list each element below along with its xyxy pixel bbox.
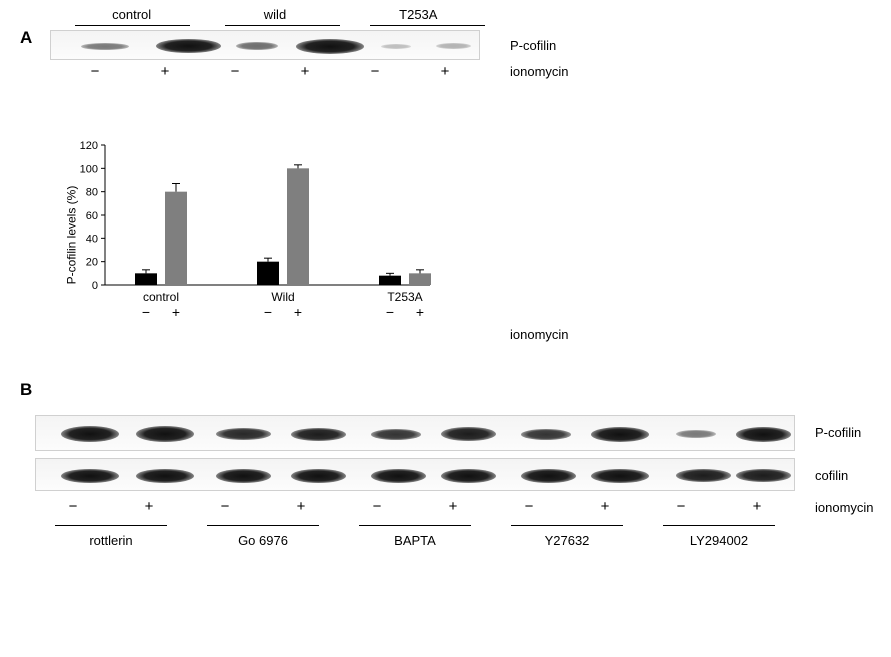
pm: + <box>263 498 339 515</box>
pm: − <box>187 498 263 515</box>
chart-svg: 020406080100120control−+Wild−+T253A−+ <box>70 140 435 330</box>
panel-b-blot-1 <box>35 415 795 451</box>
group-control: control <box>72 7 192 22</box>
svg-text:Wild: Wild <box>271 290 294 304</box>
panel-b-treatment-label: ionomycin <box>815 500 874 515</box>
svg-text:+: + <box>172 304 180 320</box>
pm: + <box>719 498 795 515</box>
svg-text:20: 20 <box>86 257 98 269</box>
svg-text:100: 100 <box>80 163 98 175</box>
panel-b-row1-label: P-cofilin <box>815 425 861 440</box>
panel-b-blot-2 <box>35 458 795 491</box>
panel-a-label: A <box>20 28 32 48</box>
pm: − <box>491 498 567 515</box>
group-y27632: Y27632 <box>545 533 590 548</box>
pm: + <box>410 63 480 80</box>
panel-b-label: B <box>20 380 32 400</box>
pm: − <box>339 498 415 515</box>
svg-text:+: + <box>416 304 424 320</box>
panel-a-chart: P-cofilin levels (%) 020406080100120cont… <box>70 140 435 330</box>
svg-text:−: − <box>386 304 394 320</box>
svg-text:0: 0 <box>92 280 98 292</box>
pm: + <box>415 498 491 515</box>
svg-text:T253A: T253A <box>387 290 422 304</box>
group-line-2 <box>225 25 340 26</box>
pm: + <box>130 63 200 80</box>
group-line-1 <box>75 25 190 26</box>
group-rottlerin: rottlerin <box>89 533 132 548</box>
panel-b-pm-row: − + − + − + − + − + <box>35 498 795 515</box>
svg-text:+: + <box>294 304 302 320</box>
svg-text:control: control <box>143 290 179 304</box>
panel-b-area: − + − + − + − + − + rottlerin Go 6976 BA… <box>35 415 805 491</box>
pm: − <box>60 63 130 80</box>
svg-text:80: 80 <box>86 187 98 199</box>
pm: − <box>35 498 111 515</box>
pm: − <box>340 63 410 80</box>
panel-a-blot-area: control wild T253A − + − + − + <box>50 30 500 60</box>
chart-treatment-label: ionomycin <box>510 327 569 342</box>
pm: − <box>643 498 719 515</box>
svg-text:120: 120 <box>80 140 98 152</box>
svg-text:−: − <box>264 304 272 320</box>
panel-a-blot <box>50 30 480 60</box>
chart-y-title: P-cofilin levels (%) <box>64 186 78 285</box>
group-wild: wild <box>215 7 335 22</box>
panel-a-row-label: P-cofilin <box>510 38 556 53</box>
svg-text:−: − <box>142 304 150 320</box>
panel-a-group-labels: control wild T253A <box>60 7 490 22</box>
pm: + <box>567 498 643 515</box>
group-line-3 <box>370 25 485 26</box>
pm: + <box>111 498 187 515</box>
group-bapta: BAPTA <box>394 533 436 548</box>
svg-text:60: 60 <box>86 210 98 222</box>
pm: − <box>200 63 270 80</box>
panel-a-pm-row: − + − + − + <box>60 63 490 80</box>
panel-b-row2-label: cofilin <box>815 468 848 483</box>
pm: + <box>270 63 340 80</box>
group-t253a: T253A <box>358 7 478 22</box>
group-ly294002: LY294002 <box>690 533 748 548</box>
panel-a-treatment-label: ionomycin <box>510 64 569 79</box>
svg-text:40: 40 <box>86 233 98 245</box>
panel-b-group-labels: rottlerin Go 6976 BAPTA Y27632 LY294002 <box>35 533 795 548</box>
group-go6976: Go 6976 <box>238 533 288 548</box>
